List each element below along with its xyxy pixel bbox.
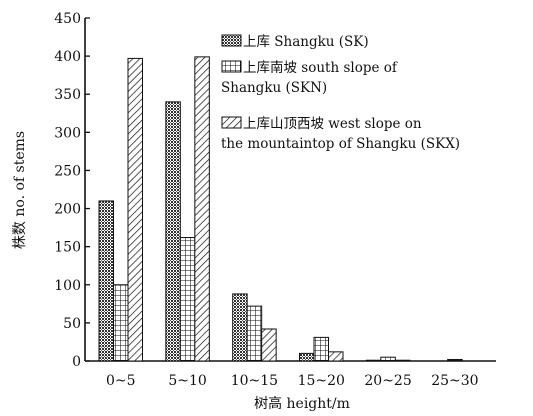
- x-tick-label: 5~10: [168, 373, 206, 389]
- bar-2-15~20: [313, 336, 329, 362]
- bar-2-10~15: [246, 305, 263, 362]
- axes: [84, 18, 496, 362]
- legend-label: 上库 Shangku (SK): [243, 34, 369, 50]
- bar-3-5~10: [194, 56, 210, 362]
- y-tick-label: 250: [54, 163, 81, 179]
- legend: 上库 Shangku (SK) 上库南坡 south slope of Shangk…: [221, 34, 460, 152]
- y-tick-label: 50: [63, 316, 81, 332]
- x-tick-label: 15~20: [298, 373, 345, 389]
- y-axis-label: 株数 no. of stems: [12, 131, 28, 249]
- bar-2-25~30: [447, 358, 463, 362]
- legend-label: the mountaintop of Shangku (SKX): [221, 136, 460, 152]
- bars: [98, 56, 463, 362]
- y-tick-label: 100: [54, 278, 81, 294]
- x-ticks: 0~5 5~10 10~15 15~20 20~25 25~30: [106, 373, 479, 389]
- bar-1-10~15: [232, 293, 248, 362]
- x-tick-label: 10~15: [231, 373, 278, 389]
- x-axis-label: 树高 height/m: [254, 395, 350, 412]
- legend-label: 上库山顶西坡 west slope on: [243, 116, 422, 132]
- bar-3-20~25: [394, 359, 411, 362]
- bar-3-15~20: [328, 351, 344, 362]
- x-tick-label: 20~25: [364, 373, 411, 389]
- bar-2-20~25: [380, 356, 396, 362]
- bar-2-0~5: [113, 284, 129, 362]
- y-tick-label: 150: [54, 240, 81, 256]
- bar-3-0~5: [127, 57, 143, 362]
- y-tick-label: 400: [54, 49, 81, 65]
- y-tick-label: 350: [54, 87, 81, 103]
- legend-label: 上库南坡 south slope of: [243, 60, 398, 76]
- bar-1-15~20: [299, 352, 315, 362]
- bar-1-20~25: [365, 359, 382, 362]
- legend-label: Shangku (SKN): [221, 80, 327, 96]
- bar-1-5~10: [165, 101, 181, 362]
- x-tick-label: 25~30: [431, 373, 478, 389]
- y-tick-label: 300: [54, 125, 81, 141]
- y-ticks: 0 50 100 150 200 250 300 350 400 450: [54, 11, 90, 370]
- legend-swatch-3: [221, 116, 242, 129]
- legend-swatch-1: [221, 34, 242, 47]
- y-tick-label: 0: [72, 354, 81, 370]
- y-tick-label: 450: [54, 11, 81, 27]
- bar-3-10~15: [261, 328, 277, 362]
- bar-1-0~5: [98, 200, 114, 362]
- legend-swatch-2: [221, 60, 242, 73]
- y-tick-label: 200: [54, 202, 81, 218]
- x-tick-label: 0~5: [106, 373, 136, 389]
- bar-2-5~10: [179, 237, 196, 362]
